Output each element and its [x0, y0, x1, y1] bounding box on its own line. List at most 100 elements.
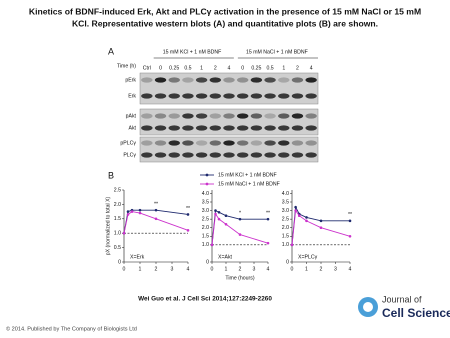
row-label: pPLCγ [120, 140, 136, 146]
blot-band [305, 93, 317, 99]
y-tick-label: 1.5 [202, 234, 209, 240]
blot-band [278, 140, 290, 146]
chart-title: X=Erk [130, 254, 145, 260]
blot-band [278, 125, 290, 131]
annotation: ** [348, 212, 352, 218]
blot-band [250, 77, 263, 83]
blot-band [209, 125, 222, 131]
point [238, 233, 242, 236]
blot-band [182, 93, 194, 99]
blot-band [236, 77, 249, 83]
lane-label: 1 [200, 65, 203, 71]
x-tick-label: 0 [211, 266, 214, 272]
group-header: 15 mM KCl + 1 nM BDNF [163, 49, 222, 55]
y-tick-label: 2.5 [202, 217, 209, 223]
x-tick-label: 0 [123, 266, 126, 272]
blot-band [264, 152, 276, 158]
blot-band [168, 93, 180, 99]
lane-label: 0.25 [169, 65, 179, 71]
group-header: 15 mM NaCl + 1 nM BDNF [246, 49, 308, 55]
blot-band [195, 140, 208, 146]
row-label: pErk [125, 77, 136, 83]
point [319, 226, 323, 230]
blot-band [182, 140, 194, 146]
y-tick-label: 1.0 [114, 231, 121, 237]
footer: © 2014. Published by The Company of Biol… [6, 325, 137, 332]
lane-label: 2 [296, 65, 299, 71]
blot-band [291, 77, 304, 83]
point [214, 212, 217, 216]
point [266, 241, 270, 245]
series-line [211, 212, 269, 245]
point [210, 243, 214, 247]
blot-band [305, 125, 317, 131]
title-line: Kinetics of BDNF-induced Erk, Akt and PL… [29, 6, 421, 16]
y-tick-label: 2.0 [202, 225, 209, 231]
point [214, 209, 217, 212]
blot-band [182, 77, 194, 83]
blot-band [195, 77, 208, 83]
y-tick-label: 3.0 [282, 208, 289, 214]
blot-band [291, 93, 304, 99]
blot-band [195, 113, 208, 119]
y-tick-label: 3.0 [202, 208, 209, 214]
blot-band [154, 125, 167, 131]
annotation: ** [266, 211, 270, 217]
y-tick-label: 2.0 [282, 225, 289, 231]
point [266, 217, 270, 221]
blot-band [264, 93, 276, 99]
annotation: * [239, 211, 241, 217]
blot-band [141, 113, 153, 119]
y-tick-label: 1.5 [282, 234, 289, 240]
annotation: ** [186, 206, 190, 212]
y-tick-label: 0 [286, 259, 289, 265]
panel-label: B [108, 170, 114, 180]
blot-band [250, 125, 263, 131]
point [154, 217, 158, 221]
point [126, 213, 130, 216]
x-tick-label: 2 [320, 266, 323, 272]
blot-band [154, 140, 167, 146]
blot-band [195, 93, 208, 99]
series-line [123, 209, 189, 234]
x-tick-label: 3 [171, 266, 174, 272]
blot-band [168, 77, 180, 83]
blot-band [305, 152, 317, 158]
lane-label: 0.25 [251, 65, 261, 71]
point [138, 211, 142, 215]
blot-band [168, 152, 180, 158]
blot-band [209, 113, 222, 119]
panel-label: A [108, 46, 114, 56]
blot-band [291, 140, 304, 146]
point [238, 217, 242, 221]
blot-band [195, 152, 208, 158]
row-label: pAkt [126, 113, 137, 119]
row-label: Akt [129, 125, 137, 131]
blot-band [141, 93, 153, 99]
lane-label: 0 [159, 65, 162, 71]
point [348, 234, 352, 238]
logo-icon [363, 302, 373, 312]
point [348, 219, 352, 223]
blot-band [141, 152, 153, 158]
lane-label: 0 [241, 65, 244, 71]
blot-band [223, 77, 235, 83]
point [305, 219, 308, 223]
y-tick-label: 0 [118, 259, 121, 265]
y-tick-label: 4.0 [202, 191, 209, 197]
blot-band [291, 125, 304, 131]
blot-band [154, 77, 167, 83]
x-axis-label: Time (hours) [225, 275, 254, 281]
blot-band [209, 77, 222, 83]
blot-band [250, 93, 263, 99]
series-line [123, 211, 189, 234]
blot-band [278, 152, 290, 158]
y-tick-label: 1.5 [114, 216, 121, 222]
blot-band [291, 113, 304, 119]
x-tick-label: 2 [239, 266, 242, 272]
blot-band [209, 93, 222, 99]
blot-band [236, 93, 249, 99]
point [305, 216, 308, 219]
title-line: KCl. Representative western blots (A) an… [72, 18, 378, 28]
blot-band [182, 125, 194, 131]
